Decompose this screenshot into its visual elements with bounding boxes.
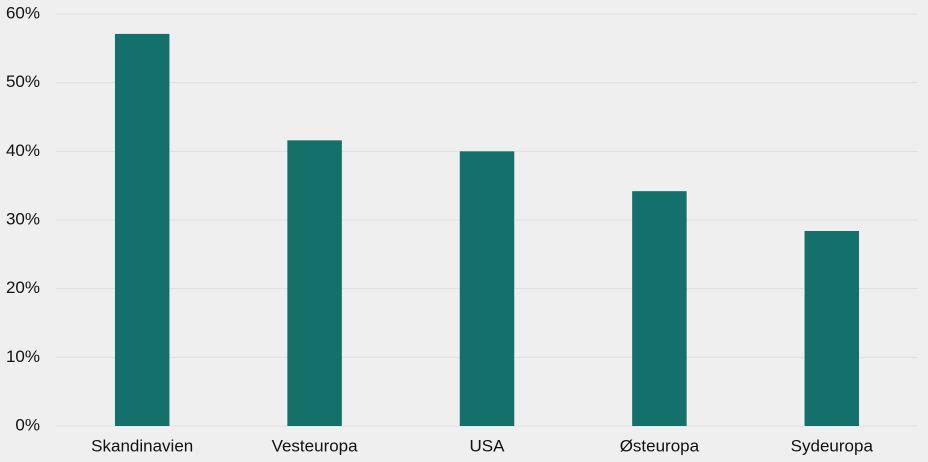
y-tick-label: 0% xyxy=(15,415,40,434)
bar xyxy=(632,191,687,426)
x-tick-label: Østeuropa xyxy=(620,436,700,455)
bar xyxy=(804,230,860,426)
bar xyxy=(287,140,342,426)
x-tick-label: Skandinavien xyxy=(91,436,193,455)
bar xyxy=(459,151,515,427)
y-tick-label: 20% xyxy=(6,278,40,297)
x-tick-label: Sydeuropa xyxy=(791,436,874,455)
x-tick-label: Vesteuropa xyxy=(272,436,359,455)
y-tick-label: 40% xyxy=(6,141,40,160)
y-tick-label: 60% xyxy=(6,3,40,22)
bar xyxy=(114,33,170,427)
y-tick-label: 30% xyxy=(6,209,40,228)
y-tick-label: 50% xyxy=(6,72,40,91)
y-tick-label: 10% xyxy=(6,347,40,366)
x-tick-label: USA xyxy=(470,436,506,455)
